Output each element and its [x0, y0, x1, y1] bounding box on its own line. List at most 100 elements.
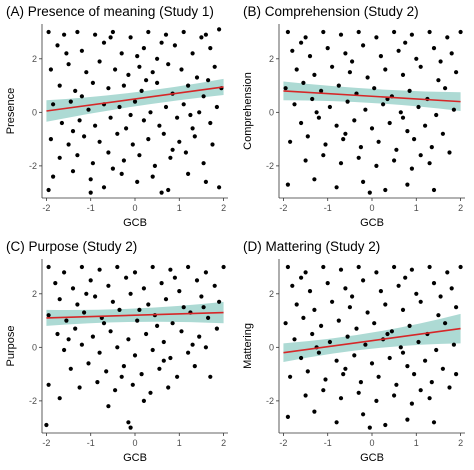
data-point — [199, 35, 204, 40]
data-point — [312, 72, 317, 77]
data-point — [449, 51, 454, 56]
data-point — [445, 270, 450, 275]
data-point — [319, 323, 324, 328]
data-point — [288, 374, 293, 379]
data-point — [299, 275, 304, 280]
data-point — [363, 342, 368, 347]
data-point — [90, 161, 95, 166]
data-point — [301, 80, 306, 85]
data-point — [347, 70, 352, 75]
data-point — [82, 134, 87, 139]
data-point — [285, 414, 290, 419]
data-point — [75, 302, 80, 307]
data-point — [146, 302, 151, 307]
data-point — [305, 369, 310, 374]
data-point — [186, 171, 191, 176]
data-point — [443, 321, 448, 326]
data-point — [84, 291, 89, 296]
data-point — [431, 187, 437, 193]
y-axis-label: Mattering — [242, 323, 254, 369]
data-point — [338, 267, 344, 272]
data-point — [208, 120, 213, 126]
data-point — [356, 264, 361, 270]
data-point — [172, 275, 177, 280]
data-point — [90, 334, 95, 339]
data-point — [358, 145, 363, 150]
x-tick-label: -1 — [87, 438, 95, 448]
data-point — [172, 43, 177, 48]
data-point — [392, 29, 397, 35]
data-point — [44, 422, 49, 428]
data-point — [161, 131, 166, 136]
data-point — [438, 59, 443, 64]
data-point — [394, 382, 399, 387]
data-point — [203, 32, 208, 37]
data-point — [429, 380, 434, 385]
data-point — [144, 78, 149, 83]
confidence-band — [283, 313, 461, 363]
data-point — [194, 278, 200, 283]
data-point — [312, 177, 317, 182]
data-point — [321, 264, 326, 270]
data-point — [70, 169, 76, 174]
data-point — [392, 158, 397, 163]
panel-title: (B) Comprehension (Study 2) — [243, 4, 419, 19]
data-point — [188, 112, 193, 118]
regression-line — [46, 311, 224, 319]
y-tick-label: -2 — [266, 396, 274, 406]
y-tick-label: 2 — [269, 54, 274, 64]
data-point — [434, 347, 439, 353]
x-tick-label: 2 — [458, 438, 463, 448]
data-point — [210, 142, 215, 147]
data-point — [170, 147, 175, 152]
data-point — [325, 46, 330, 51]
data-point — [75, 153, 80, 158]
data-point — [427, 396, 432, 401]
data-point — [303, 158, 308, 163]
data-point — [124, 275, 129, 280]
x-tick-label: 0 — [369, 438, 374, 448]
data-point — [159, 281, 164, 286]
data-point — [383, 302, 388, 307]
data-point — [194, 75, 200, 80]
data-point — [283, 86, 288, 91]
data-point — [68, 366, 73, 371]
data-point — [152, 163, 157, 168]
data-point — [73, 88, 78, 93]
data-point — [208, 46, 213, 51]
panel-title: (A) Presence of meaning (Study 1) — [6, 4, 214, 19]
data-point — [321, 153, 326, 158]
data-point — [383, 67, 388, 72]
data-point — [201, 161, 206, 166]
data-point — [338, 161, 344, 166]
data-point — [323, 377, 328, 382]
data-point — [128, 35, 133, 40]
data-point — [299, 40, 304, 45]
y-tick-label: 0 — [269, 107, 274, 117]
data-point — [186, 264, 191, 270]
data-point — [168, 155, 173, 160]
data-point — [299, 355, 304, 361]
data-point — [82, 310, 87, 315]
data-point — [101, 321, 107, 326]
data-point — [387, 355, 392, 361]
data-point — [361, 278, 366, 283]
data-point — [398, 345, 403, 350]
y-axis-label: Purpose — [5, 326, 17, 367]
data-point — [190, 126, 195, 131]
data-point — [73, 326, 78, 331]
data-point — [163, 104, 169, 110]
data-point — [398, 110, 403, 115]
data-point — [121, 83, 126, 88]
data-point — [405, 417, 410, 422]
data-point — [97, 139, 102, 144]
data-point — [352, 353, 357, 358]
data-point — [79, 94, 84, 99]
data-point — [214, 326, 219, 331]
data-point — [290, 48, 295, 53]
data-point — [175, 374, 180, 379]
data-point — [108, 35, 113, 40]
data-point — [126, 420, 131, 425]
data-point — [336, 83, 341, 88]
data-point — [66, 62, 71, 67]
